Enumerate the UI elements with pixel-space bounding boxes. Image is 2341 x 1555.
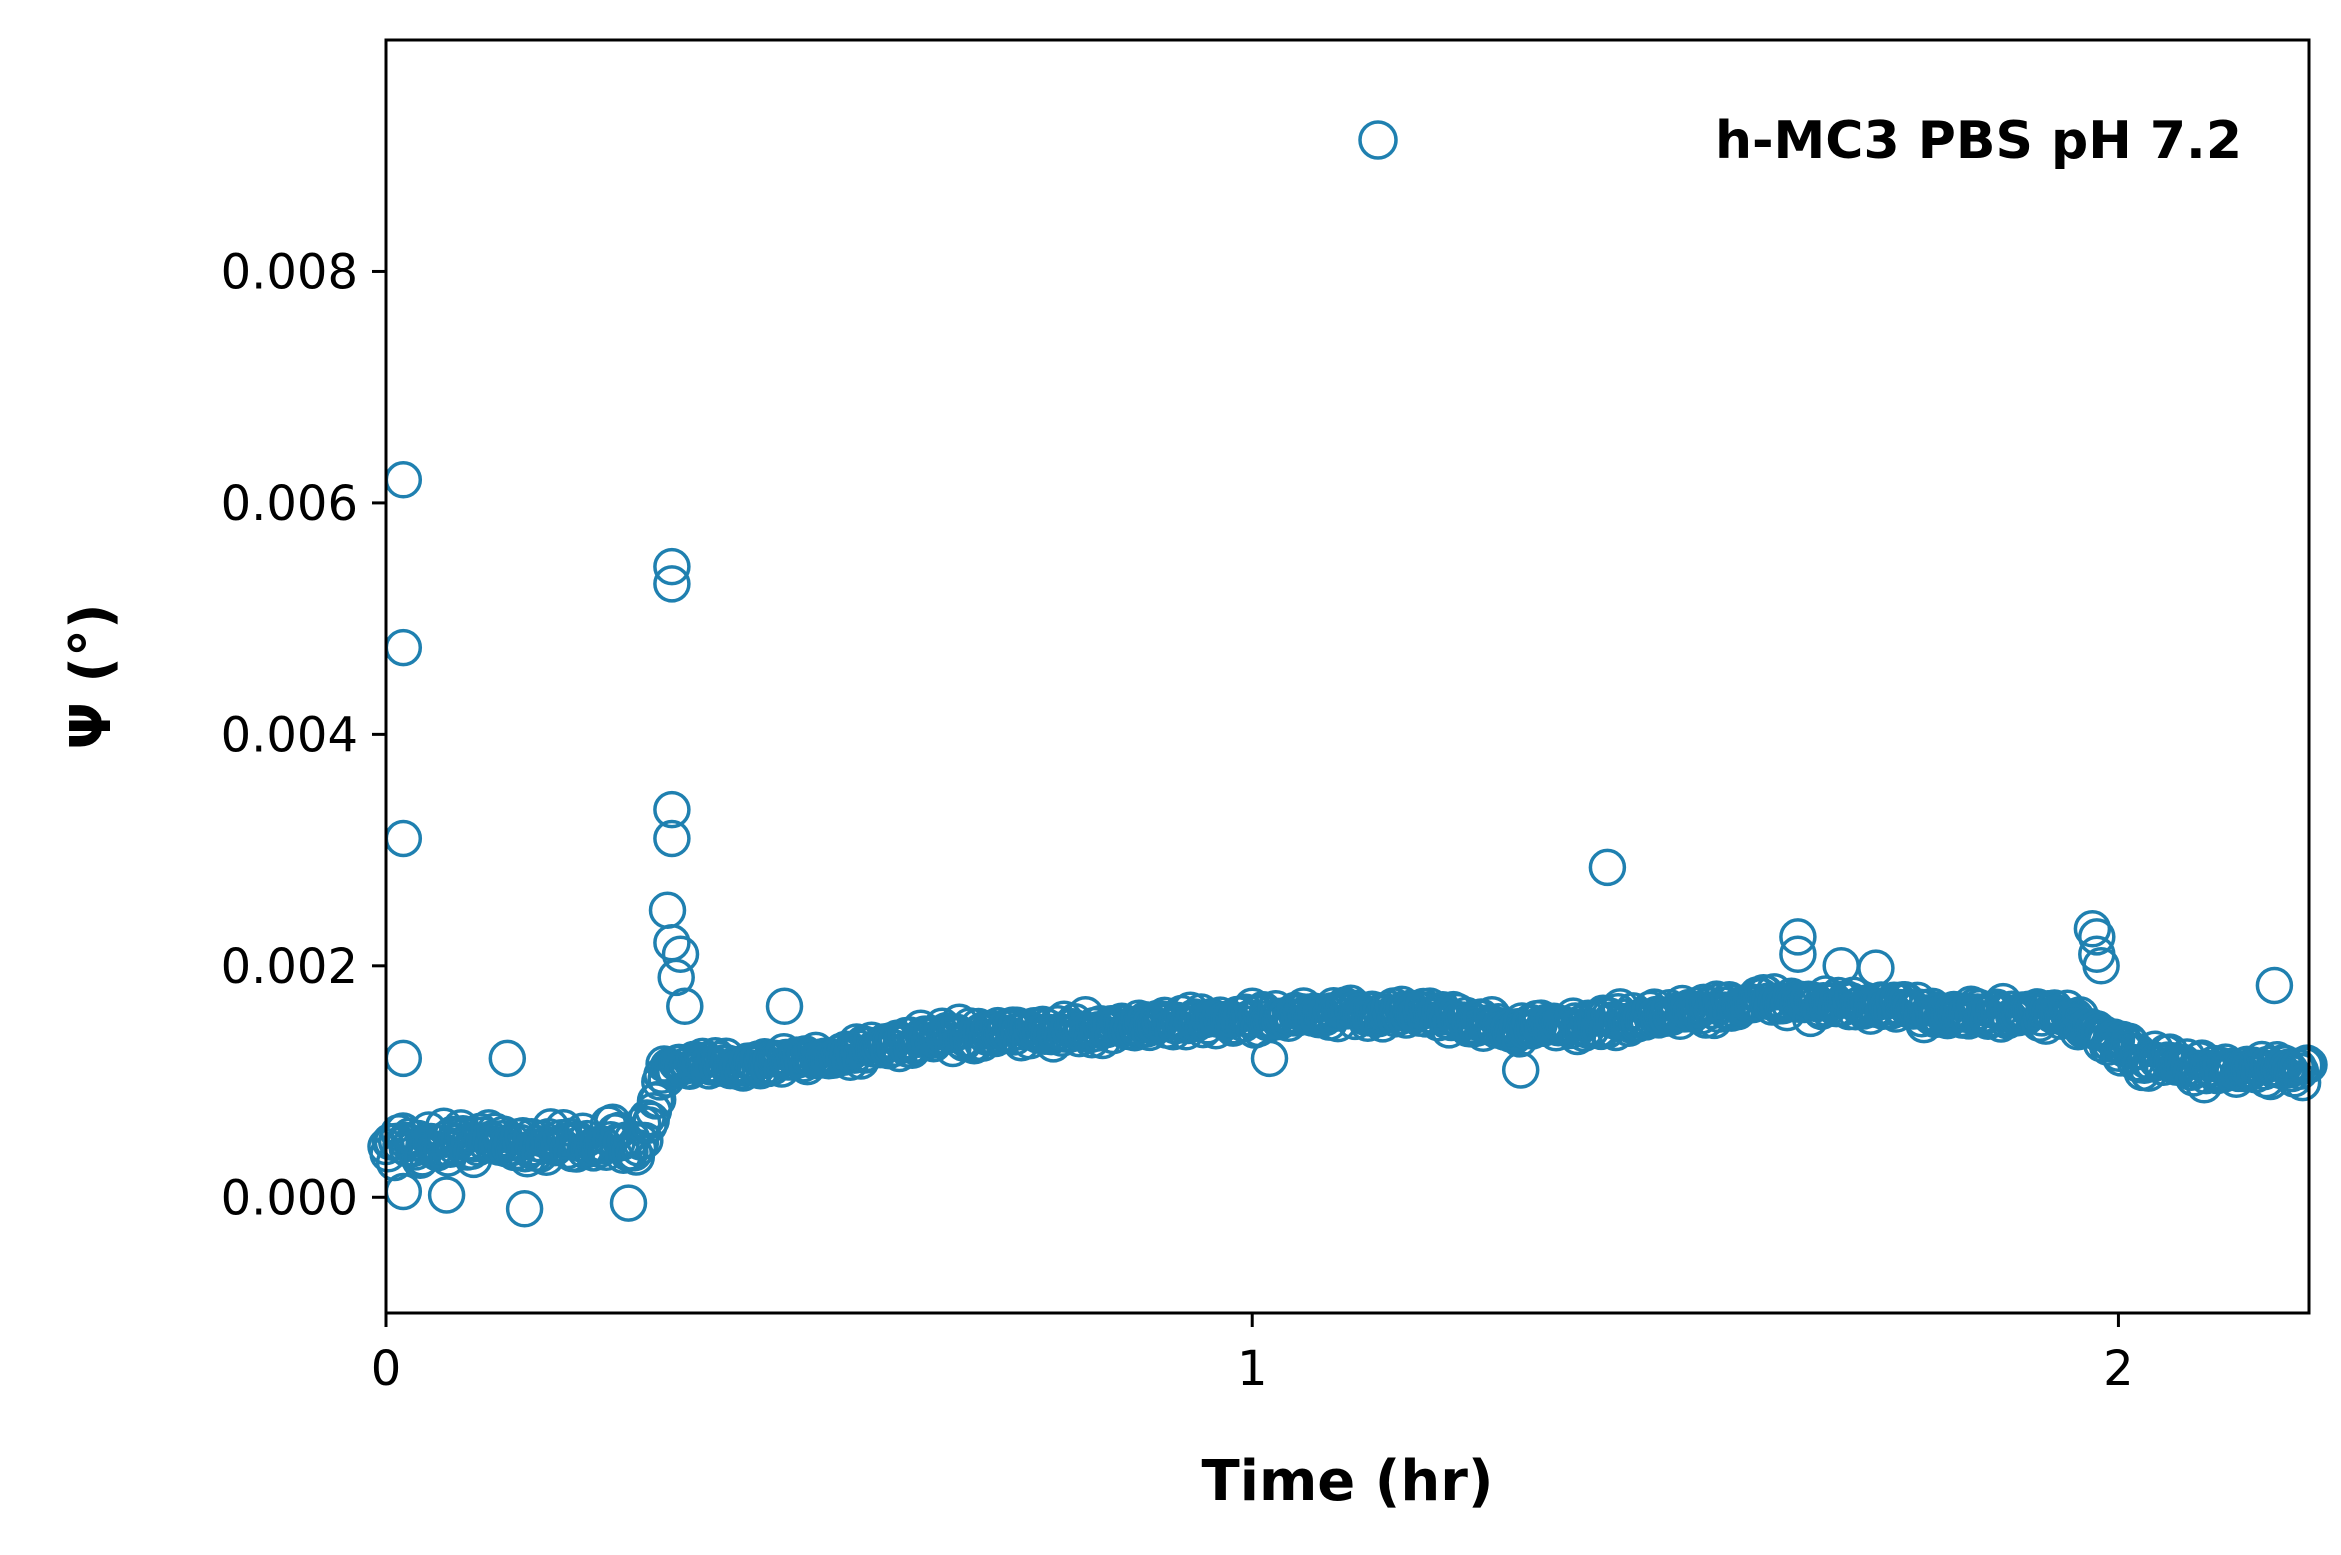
x-tick-label: 2: [2103, 1341, 2134, 1397]
x-tick-label: 1: [1237, 1341, 1268, 1397]
data-point: [1588, 848, 1627, 887]
x-axis: 0 1 2: [371, 1313, 2134, 1397]
data-point: [661, 935, 700, 973]
data-point: [666, 987, 704, 1026]
data-point: [1779, 935, 1817, 973]
y-tick-label: 0.000: [221, 1170, 358, 1226]
legend-label: h-MC3 PBS pH 7.2: [1715, 111, 2242, 171]
data-points: [367, 461, 2328, 1228]
y-tick-label: 0.006: [221, 476, 358, 532]
data-point: [638, 1080, 677, 1119]
y-tick-label: 0.002: [221, 939, 358, 995]
x-tick-label: 0: [371, 1341, 402, 1397]
data-point: [1250, 1039, 1289, 1078]
plot-frame: [384, 38, 2311, 1315]
data-point: [609, 1184, 648, 1222]
data-point: [653, 790, 691, 829]
data-point: [653, 565, 691, 603]
data-point: [1857, 949, 1895, 987]
data-point: [653, 819, 691, 858]
data-point: [2082, 947, 2120, 985]
data-point: [2078, 918, 2116, 956]
data-point: [488, 1039, 527, 1078]
x-axis-title: Time (hr): [1202, 1449, 1494, 1514]
data-point: [2283, 1063, 2322, 1102]
data-point: [505, 1190, 544, 1228]
data-point: [1501, 1051, 1540, 1089]
legend-marker: [1358, 120, 1398, 160]
data-point: [2073, 910, 2112, 948]
data-point: [765, 987, 804, 1026]
data-point: [626, 1121, 664, 1160]
y-tick-label: 0.008: [221, 244, 358, 300]
data-point: [653, 547, 691, 586]
data-point: [2255, 966, 2294, 1005]
data-point: [427, 1176, 466, 1214]
data-point: [1779, 918, 1817, 956]
legend: h-MC3 PBS pH 7.2: [1358, 111, 2242, 171]
data-point: [657, 958, 695, 997]
y-tick-label: 0.004: [221, 707, 358, 763]
y-axis-title: Ψ (°): [59, 603, 124, 749]
y-axis: 0.000 0.002 0.004 0.006 0.008: [221, 244, 386, 1226]
